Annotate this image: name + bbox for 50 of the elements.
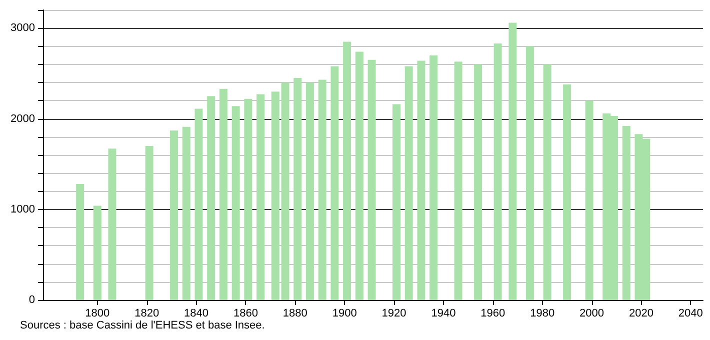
x-tick-label: 2000: [580, 308, 604, 320]
bar: [368, 60, 376, 300]
bar: [232, 106, 240, 300]
y-tick-label: 3000: [10, 22, 35, 34]
bar: [494, 44, 502, 300]
x-tick-label: 1820: [134, 308, 160, 320]
bar: [108, 148, 116, 300]
bar: [543, 64, 552, 300]
x-tick-label: 1940: [431, 308, 456, 320]
y-tick-label: 2000: [10, 112, 35, 125]
bar: [508, 22, 517, 300]
bar: [306, 82, 314, 300]
bar: [474, 64, 482, 300]
bar: [219, 88, 228, 300]
bar: [430, 55, 438, 300]
bar: [294, 78, 302, 300]
x-tick-label: 1900: [332, 308, 357, 320]
bar: [454, 62, 462, 300]
bar: [417, 60, 426, 300]
bar: [392, 104, 400, 300]
bar: [145, 146, 154, 300]
x-tick-label: 1920: [382, 308, 406, 320]
bar: [76, 184, 84, 300]
bar: [330, 66, 339, 300]
bar: [182, 126, 190, 300]
x-tick-label: 1880: [282, 308, 308, 320]
x-tick-label: 1980: [530, 308, 555, 320]
x-tick-label: 1860: [233, 308, 258, 320]
bar: [343, 42, 352, 300]
bar: [404, 66, 413, 300]
bar: [318, 80, 326, 300]
y-tick-label: 0: [28, 294, 35, 306]
bar: [244, 98, 252, 300]
bar: [563, 84, 572, 300]
y-tick-label: 1000: [10, 203, 35, 216]
bar: [170, 130, 178, 300]
bar: [355, 52, 364, 300]
bar: [585, 100, 594, 300]
bar: [207, 96, 216, 300]
x-tick-label: 2040: [678, 308, 703, 320]
bar: [622, 126, 630, 300]
x-tick-label: 1960: [480, 308, 506, 320]
bar: [256, 94, 265, 300]
source-note: Sources : base Cassini de l'EHESS et base Insee.: [20, 320, 265, 332]
x-tick-label: 2020: [628, 308, 654, 320]
bar: [194, 108, 203, 300]
x-tick-label: 1800: [85, 308, 110, 320]
bar: [526, 46, 534, 300]
bar: [93, 206, 102, 300]
x-tick-label: 1840: [184, 308, 208, 320]
